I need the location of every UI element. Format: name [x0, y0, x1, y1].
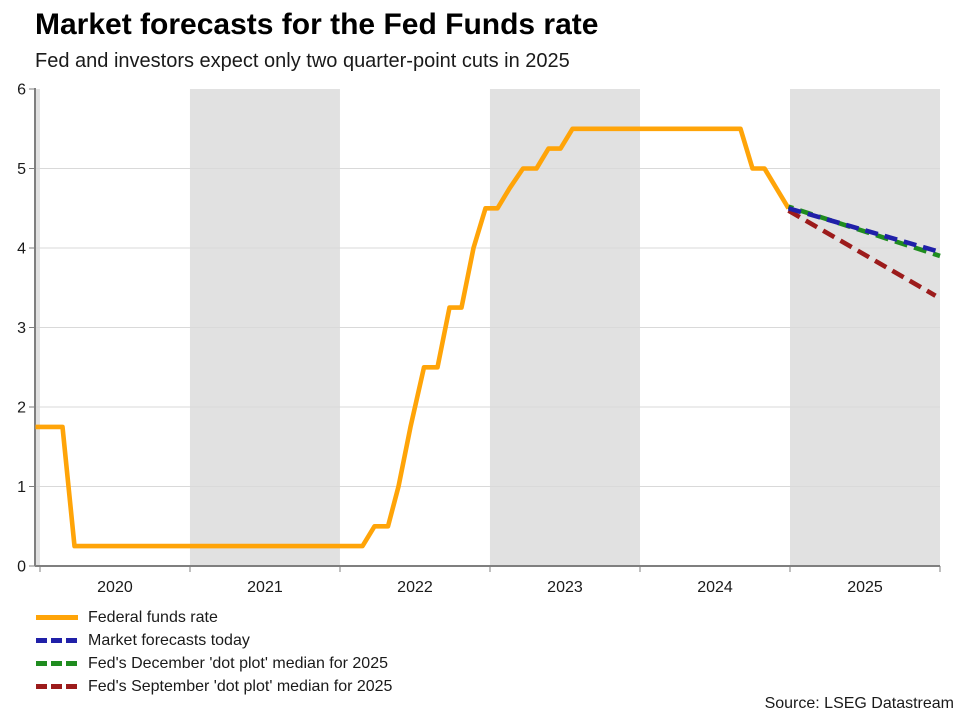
legend: Federal funds rate Market forecasts today…: [36, 606, 392, 698]
legend-dashed-line-swatch: [36, 661, 78, 666]
legend-item-1: Market forecasts today: [36, 629, 392, 652]
legend-dashed-line-swatch: [36, 684, 78, 689]
x-tick-label-2023: 2023: [547, 579, 583, 596]
y-tick-label: 0: [17, 559, 26, 576]
x-tick-label-2020: 2020: [97, 579, 133, 596]
legend-label: Market forecasts today: [88, 631, 250, 649]
x-tick-label-2021: 2021: [247, 579, 283, 596]
series-line-2: [787, 204, 941, 259]
legend-dashed-line-swatch: [36, 638, 78, 643]
series-line-0: [35, 126, 791, 549]
chart-subtitle: Fed and investors expect only two quarte…: [35, 50, 570, 72]
legend-item-2: Fed's December 'dot plot' median for 202…: [36, 652, 392, 675]
y-tick-label: 5: [17, 161, 26, 178]
legend-label: Fed's September 'dot plot' median for 20…: [88, 677, 393, 695]
series-line-1: [787, 206, 941, 255]
y-tick-label: 1: [17, 479, 26, 496]
legend-solid-line-swatch: [36, 615, 78, 620]
x-tick-label-2025: 2025: [847, 579, 883, 596]
line-chart-plot-area: 0 1 2 3 4 5 6 2020 2021 2022 2023 2024 2025: [17, 82, 941, 596]
legend-item-3: Fed's September 'dot plot' median for 20…: [36, 675, 392, 698]
series-line-3: [787, 208, 937, 298]
y-tick-label: 3: [17, 320, 26, 337]
legend-label: Federal funds rate: [88, 608, 218, 626]
source-credit: Source: LSEG Datastream: [764, 695, 954, 712]
y-tick-label: 6: [17, 82, 26, 99]
legend-label: Fed's December 'dot plot' median for 202…: [88, 654, 388, 672]
chart-title: Market forecasts for the Fed Funds rate: [35, 8, 599, 41]
y-tick-label: 4: [17, 241, 26, 258]
x-tick-label-2024: 2024: [697, 579, 733, 596]
x-tick-label-2022: 2022: [397, 579, 433, 596]
y-tick-label: 2: [17, 400, 26, 417]
legend-item-0: Federal funds rate: [36, 606, 392, 629]
